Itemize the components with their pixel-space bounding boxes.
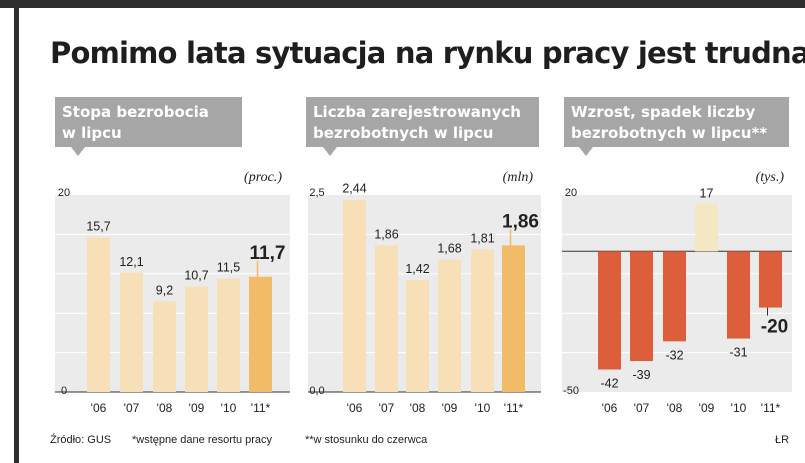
chart-3-bar: [663, 251, 686, 342]
chart-2-bar: [471, 249, 494, 392]
chart-1-value-label: 15,7: [86, 219, 110, 233]
chart-1-unit: (proc.): [244, 170, 282, 185]
chart-1-value-label: 11,5: [217, 261, 240, 275]
chart-2-value-label: 1,68: [437, 242, 461, 256]
chart-3-label-box: [564, 97, 789, 147]
chart-1-category-label: '06: [91, 401, 107, 415]
chart-3-ytick-min: -50: [563, 385, 579, 397]
frame-left-rule: [14, 0, 19, 463]
chart-1-category-label: '11*: [251, 401, 271, 415]
frame-top-rule: [0, 0, 805, 8]
chart-3-category-label: '09: [699, 401, 715, 415]
chart-3-value-label: -31: [729, 346, 747, 360]
chart-3-bar: [598, 251, 621, 370]
chart-1-bar: [185, 286, 208, 392]
chart-1-bar: [217, 278, 240, 392]
chart-1-ytick-max: 20: [58, 187, 70, 199]
chart-3-bar: [727, 251, 750, 339]
chart-1-title-line: Stopa bezrobocia: [62, 103, 209, 121]
chart-2-category-label: '10: [475, 401, 491, 415]
chart-3-category-label: '06: [602, 401, 618, 415]
chart-1-bar: [120, 272, 143, 392]
chart-3-category-label: '11*: [761, 401, 781, 415]
chart-1-ytick-min: 0: [61, 385, 67, 397]
chart-2-value-label: 1,86: [502, 211, 539, 232]
chart-2-bar: [502, 245, 525, 392]
chart-2-category-label: '07: [379, 401, 395, 415]
chart-2-label-tail: [323, 147, 337, 156]
chart-3-bar: [759, 251, 782, 308]
chart-3-bar: [695, 203, 718, 252]
chart-3-value-label: -42: [600, 376, 618, 390]
chart-3-value-label: -32: [665, 348, 683, 362]
chart-3-value-label: 17: [700, 186, 714, 200]
chart-3-unit: (tys.): [756, 170, 785, 185]
chart-2-bar: [375, 245, 398, 392]
chart-3-label-tail: [579, 147, 593, 156]
chart-2-bar: [406, 280, 429, 392]
chart-2-bar: [343, 199, 366, 392]
chart-2-bar: [438, 259, 461, 392]
chart-3-category-label: '08: [667, 401, 683, 415]
footnote-vs-june: **w stosunku do czerwca: [305, 434, 428, 446]
chart-2-category-label: '08: [410, 401, 426, 415]
chart-1-category-label: '08: [157, 401, 173, 415]
chart-2-label-box: [306, 97, 539, 147]
chart-3-title-line: bezrobotnych w lipcu**: [571, 124, 767, 142]
chart-2-ytick-min: 0,0: [309, 385, 324, 397]
chart-2-value-label: 2,44: [342, 182, 366, 196]
chart-2-category-label: '06: [347, 401, 363, 415]
chart-1-label-box: [55, 97, 242, 147]
chart-2-category-label: '11*: [504, 401, 524, 415]
chart-1-category-label: '07: [124, 401, 140, 415]
chart-2-value-label: 1,86: [374, 227, 398, 241]
chart-3-value-label: -39: [632, 368, 650, 382]
chart-2-ytick-max: 2,5: [309, 187, 324, 199]
chart-1-bar: [249, 276, 272, 392]
chart-1-bar: [87, 237, 110, 392]
chart-3-title-line: Wzrost, spadek liczby: [571, 103, 756, 121]
chart-1-category-label: '09: [189, 401, 205, 415]
chart-1-value-label: 12,1: [119, 255, 143, 269]
chart-1-value-label: 9,2: [156, 283, 173, 297]
chart-2-value-label: 1,81: [470, 231, 494, 245]
chart-1-category-label: '10: [221, 401, 237, 415]
chart-2-value-label: 1,42: [405, 262, 429, 276]
source-note: Źródło: GUS: [50, 434, 112, 446]
chart-3-ytick-max: 20: [565, 187, 577, 199]
chart-1-value-label: 10,7: [184, 269, 208, 283]
chart-2-category-label: '09: [442, 401, 458, 415]
page-title: Pomimo lata sytuacja na rynku pracy jest…: [50, 36, 805, 70]
chart-3-category-label: '07: [634, 401, 650, 415]
chart-3-bar: [630, 251, 653, 362]
chart-2-unit: (mln): [503, 170, 534, 185]
chart-1-bar: [153, 301, 176, 392]
footnote-preliminary: *wstępne dane resortu pracy: [132, 434, 273, 446]
chart-1-title-line: w lipcu: [62, 124, 122, 142]
chart-1-value-label: 11,7: [250, 243, 286, 264]
author-initials: ŁR: [775, 434, 790, 446]
chart-2-title-line: bezrobotnych w lipcu: [313, 124, 493, 142]
chart-3-category-label: '10: [731, 401, 747, 415]
chart-2-title-line: Liczba zarejestrowanych: [313, 103, 521, 121]
chart-1-label-tail: [71, 147, 85, 156]
chart-3-value-label: -20: [761, 317, 788, 338]
